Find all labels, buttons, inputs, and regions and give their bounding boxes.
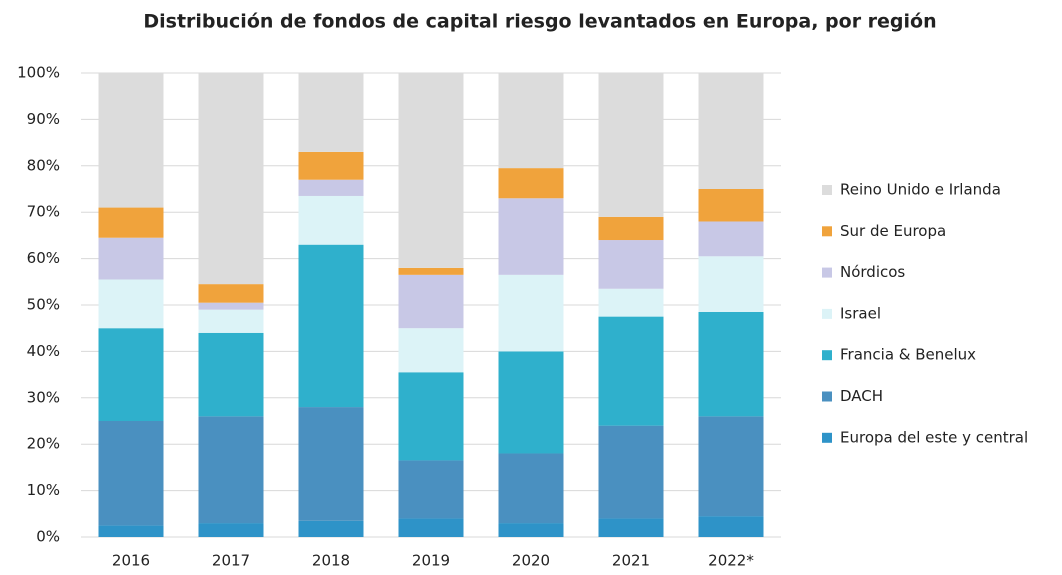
- bar-segment: [698, 311, 764, 417]
- x-tick-label: 2016: [112, 552, 150, 570]
- y-tick-label: 100%: [17, 64, 60, 82]
- legend-label: Nórdicos: [840, 263, 905, 281]
- y-tick-label: 10%: [27, 481, 60, 499]
- bar-segment: [698, 189, 764, 222]
- bar-segment: [698, 73, 764, 189]
- bar-segment: [598, 216, 664, 241]
- bar-segment: [98, 73, 164, 208]
- legend-swatch: [822, 308, 832, 319]
- legend-label: Sur de Europa: [840, 222, 946, 240]
- y-tick-label: 20%: [27, 435, 60, 453]
- legend-label: Europa del este y central: [840, 428, 1028, 446]
- bar-segment: [498, 274, 564, 352]
- bar-segment: [498, 198, 564, 275]
- bar-segment: [398, 460, 464, 519]
- y-tick-label: 30%: [27, 388, 60, 406]
- y-tick-label: 0%: [36, 528, 60, 546]
- bar-segment: [98, 328, 164, 421]
- x-tick-label: 2018: [312, 552, 350, 570]
- y-tick-label: 80%: [27, 156, 60, 174]
- bar-segment: [198, 309, 264, 333]
- bar-segment: [298, 520, 364, 537]
- bar-segment: [198, 73, 264, 285]
- y-tick-label: 50%: [27, 296, 60, 314]
- bar-segment: [298, 195, 364, 245]
- bar-segment: [598, 288, 664, 317]
- bar-segment: [298, 151, 364, 180]
- legend-label: Reino Unido e Irlanda: [840, 181, 1001, 199]
- bar-segment: [298, 244, 364, 408]
- bar-segment: [598, 240, 664, 289]
- y-tick-label: 40%: [27, 342, 60, 360]
- legend-swatch: [822, 267, 832, 278]
- bar-segment: [98, 525, 164, 537]
- bar-segment: [298, 179, 364, 196]
- bar-segment: [498, 453, 564, 524]
- legend-label: Israel: [840, 304, 881, 322]
- bar-segment: [498, 168, 564, 199]
- bar-segment: [198, 284, 264, 303]
- bar-segment: [198, 416, 264, 524]
- bar-segment: [498, 351, 564, 454]
- x-tick-label: 2019: [412, 552, 450, 570]
- bar-segment: [98, 237, 164, 280]
- legend-label: Francia & Benelux: [840, 346, 976, 364]
- bar-segment: [598, 518, 664, 537]
- bar-segment: [698, 416, 764, 517]
- bar-segment: [98, 207, 164, 238]
- x-tick-label: 2017: [212, 552, 250, 570]
- bar-segment: [98, 421, 164, 526]
- x-tick-label: 2022*: [708, 552, 754, 570]
- bar-segment: [298, 73, 364, 152]
- y-tick-label: 90%: [27, 110, 60, 128]
- bar-segment: [398, 518, 464, 537]
- bar-segment: [698, 516, 764, 537]
- bar-segment: [498, 73, 564, 169]
- bar-segment: [498, 523, 564, 537]
- y-tick-label: 60%: [27, 249, 60, 267]
- x-tick-label: 2020: [512, 552, 550, 570]
- bar-segment: [398, 274, 464, 329]
- legend-swatch: [822, 350, 832, 361]
- y-tick-label: 70%: [27, 203, 60, 221]
- bar-segment: [198, 523, 264, 537]
- bar-segment: [698, 256, 764, 312]
- bar-segment: [398, 372, 464, 461]
- bar-segment: [98, 279, 164, 329]
- bar-segment: [398, 328, 464, 373]
- bar-segment: [298, 407, 364, 521]
- bar-segment: [198, 332, 264, 417]
- bar-segment: [398, 73, 464, 268]
- bar-segment: [598, 425, 664, 519]
- legend-swatch: [822, 391, 832, 402]
- bar-segment: [198, 302, 264, 310]
- legend-swatch: [822, 185, 832, 195]
- legend-label: DACH: [840, 387, 883, 405]
- bar-segment: [698, 221, 764, 257]
- bar-segment: [398, 267, 464, 275]
- bar-segment: [598, 316, 664, 426]
- bar-segment: [598, 73, 664, 217]
- x-tick-label: 2021: [612, 552, 650, 570]
- legend-swatch: [822, 226, 832, 237]
- legend-swatch: [822, 432, 832, 443]
- chart-title: Distribución de fondos de capital riesgo…: [143, 11, 936, 33]
